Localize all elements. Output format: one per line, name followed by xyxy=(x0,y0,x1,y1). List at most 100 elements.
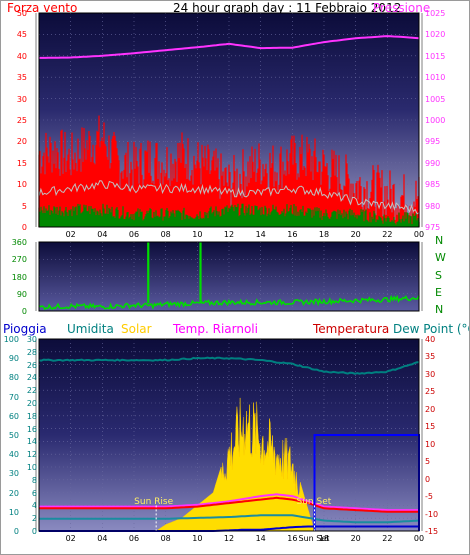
graph-title: 24 hour graph day : 11 Febbraio 2012 xyxy=(173,1,402,15)
temperature-ytick-label: 40 xyxy=(425,335,436,344)
pressure-ytick-label: 1010 xyxy=(425,73,446,83)
pioggia-ytick-label: 50 xyxy=(8,431,19,440)
wind-ytick-label: 15 xyxy=(16,158,27,168)
temperature-ytick-label: -5 xyxy=(425,492,433,502)
umidita-ytick-label: 4 xyxy=(31,501,37,511)
xtick-label: 06 xyxy=(128,230,140,239)
pioggia-ytick-label: 70 xyxy=(8,392,19,402)
xtick-label: 12 xyxy=(223,534,235,543)
temperature-ytick-label: 15 xyxy=(425,422,436,432)
temperature-ytick-label: 25 xyxy=(425,387,436,397)
direction-ytick-label: 360 xyxy=(11,238,27,247)
umidita-line xyxy=(38,356,420,375)
wind-ytick-label: 5 xyxy=(21,201,27,211)
wind-ytick-label: 20 xyxy=(16,137,27,147)
dew-point-line xyxy=(39,514,420,524)
pioggia-ytick-label: 80 xyxy=(8,373,19,383)
pressure-ytick-label: 1000 xyxy=(425,116,446,125)
umidita-ytick-label: 16 xyxy=(26,424,37,434)
umidita-ytick-label: 26 xyxy=(26,360,37,370)
plot-frame xyxy=(38,241,420,312)
direction-ytick-label: 90 xyxy=(16,289,27,299)
xtick-label: 00 xyxy=(413,534,425,543)
xtick-label: 02 xyxy=(65,534,76,543)
umidita-ytick-label: 6 xyxy=(31,488,37,498)
wind-ytick-label: 50 xyxy=(16,9,27,18)
pressure-ytick-label: 985 xyxy=(425,180,441,190)
umidita-ytick-label: 14 xyxy=(26,437,37,447)
direction-ytick-label: 270 xyxy=(11,255,27,265)
pioggia-ytick-label: 60 xyxy=(8,411,19,421)
wind-ytick-label: 40 xyxy=(16,51,27,61)
pressure-ytick-label: 990 xyxy=(425,158,441,168)
pioggia-ytick-label: 100 xyxy=(3,335,19,344)
direction-ytick-label: 0 xyxy=(21,307,27,316)
wind-ytick-label: 0 xyxy=(21,223,27,232)
legend-dew-point: Dew Point (°C) xyxy=(393,322,469,336)
avg-wind-line xyxy=(38,180,420,215)
wind-ytick-label: 30 xyxy=(16,94,27,104)
xtick-label: 18 xyxy=(318,230,330,239)
wind-ytick-label: 35 xyxy=(16,73,27,83)
sunset-label: Sun Set xyxy=(296,496,332,507)
compass-label: W xyxy=(435,251,446,265)
umidita-ytick-label: 2 xyxy=(31,514,37,524)
direction-ytick-label: 180 xyxy=(11,272,27,282)
plot-frame xyxy=(38,338,420,532)
xtick-label: 00 xyxy=(413,230,425,239)
xtick-label: 22 xyxy=(382,534,393,543)
umidita-ytick-label: 12 xyxy=(26,450,37,460)
compass-label: E xyxy=(435,285,442,299)
wind-axis-title: Forza vento xyxy=(7,1,78,15)
xtick-label: 14 xyxy=(255,534,266,543)
temperature-ytick-label: 20 xyxy=(425,404,436,414)
pioggia-ytick-label: 10 xyxy=(8,507,19,517)
sunrise-label: Sun Rise xyxy=(134,496,174,507)
xtick-label: 22 xyxy=(382,230,393,239)
umidita-ytick-label: 20 xyxy=(26,399,37,408)
legend-pioggia: Pioggia xyxy=(3,322,47,336)
xtick-label: 10 xyxy=(192,230,203,239)
legend-temperatura: Temperatura xyxy=(313,322,390,336)
wind-ytick-label: 45 xyxy=(16,30,27,40)
temperature-ytick-label: 35 xyxy=(425,352,436,362)
temperature-ytick-label: 5 xyxy=(425,457,431,467)
temperature-ytick-label: 0 xyxy=(425,474,431,484)
legend-umidita: Umidita xyxy=(67,322,114,336)
xtick-label: 04 xyxy=(97,534,108,543)
xtick-label: 16 xyxy=(287,534,298,543)
xtick-label: 20 xyxy=(350,534,361,543)
temperature-ytick-label: 10 xyxy=(425,439,436,449)
temp-riarnoli-line xyxy=(39,493,419,512)
pioggia-ytick-label: 40 xyxy=(8,450,19,460)
xtick-label: 08 xyxy=(160,230,171,239)
xtick-label: 18 xyxy=(318,534,330,543)
xtick-label: 16 xyxy=(287,230,298,239)
legend-solar: Solar xyxy=(121,322,152,336)
umidita-ytick-label: 28 xyxy=(26,347,37,357)
umidita-ytick-label: 8 xyxy=(31,475,37,485)
xtick-label: 12 xyxy=(223,230,235,239)
wind-direction-line xyxy=(38,294,420,311)
pressure-ytick-label: 980 xyxy=(425,201,441,211)
xtick-label: 20 xyxy=(350,230,361,239)
pressure-axis-title: Pressione xyxy=(373,1,431,15)
xtick-label: 02 xyxy=(65,230,76,239)
wind-ytick-label: 25 xyxy=(16,116,27,125)
compass-label: S xyxy=(435,268,442,282)
temperature-ytick-label: 30 xyxy=(425,369,436,379)
legend-temp-riarnoli: Temp. Riarnoli xyxy=(173,322,258,336)
umidita-ytick-label: 18 xyxy=(26,411,37,421)
pressure-ytick-label: 1020 xyxy=(425,30,446,40)
umidita-ytick-label: 30 xyxy=(26,335,37,344)
temperatura-line xyxy=(39,496,419,513)
umidita-ytick-label: 24 xyxy=(26,373,37,383)
pressure-ytick-label: 1025 xyxy=(425,9,446,18)
temperature-ytick-label: -10 xyxy=(425,509,439,519)
xtick-label: 14 xyxy=(255,230,266,239)
pioggia-ytick-label: 20 xyxy=(8,488,19,498)
compass-label: N xyxy=(435,303,444,316)
pioggia-ytick-label: 0 xyxy=(13,527,19,536)
